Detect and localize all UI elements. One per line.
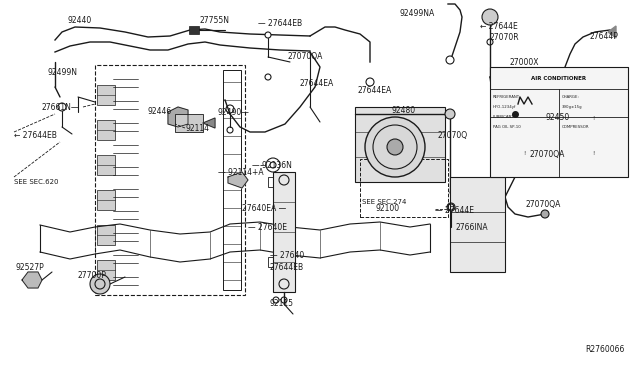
Bar [268,177,273,187]
Text: !: ! [523,151,525,155]
Text: 390g±15g: 390g±15g [562,105,582,109]
Bar [175,114,203,132]
Bar [95,65,245,295]
Text: 27644EA: 27644EA [358,86,392,94]
Polygon shape [203,118,215,128]
Text: — 92136N: — 92136N [252,160,292,170]
Circle shape [90,274,110,294]
Text: 2766lNA: 2766lNA [455,222,488,231]
Text: ← 27644EB: ← 27644EB [14,131,57,140]
Text: 92480: 92480 [392,106,416,115]
Circle shape [266,158,280,172]
Text: LUBRICANT:: LUBRICANT: [493,115,516,119]
Circle shape [446,56,454,64]
Circle shape [387,139,403,155]
Polygon shape [22,272,42,288]
Text: 27070QA: 27070QA [288,51,323,61]
Bar [450,177,505,272]
Text: HFO-1234yf: HFO-1234yf [493,105,516,109]
Text: PAG OIL SP-10: PAG OIL SP-10 [493,125,521,129]
Text: 27640EA —: 27640EA — [242,203,286,212]
Text: 27661N—: 27661N— [42,103,79,112]
Circle shape [365,117,425,177]
Polygon shape [608,26,616,38]
Text: 92115: 92115 [270,299,294,308]
Bar [268,257,273,267]
Bar [490,67,628,89]
Text: 92440: 92440 [68,16,92,25]
Text: 27070QA: 27070QA [530,150,565,158]
Bar [223,70,241,290]
Text: 27700P: 27700P [78,272,107,280]
Bar [355,107,445,182]
Bar [189,26,199,34]
Text: 92100: 92100 [375,203,399,212]
Text: !: ! [592,115,594,121]
Text: 27070Q: 27070Q [438,131,468,140]
Text: 27644EB: 27644EB [270,263,304,272]
Bar [97,85,115,105]
Circle shape [541,210,549,218]
Text: 27000X: 27000X [510,58,540,67]
Text: 92527P: 92527P [16,263,45,273]
Text: REFRIGERANT:: REFRIGERANT: [493,95,521,99]
Text: — 27644E: — 27644E [435,205,474,215]
Text: — 27640E: — 27640E [248,222,287,231]
Bar [97,260,115,280]
Text: — 27644EB: — 27644EB [258,19,302,28]
Text: SEE SEC.274: SEE SEC.274 [362,199,406,205]
Text: 92446: 92446 [148,106,172,115]
Text: 27070QA: 27070QA [525,199,561,208]
Bar [490,67,628,177]
Text: 92499N: 92499N [48,67,78,77]
Text: — 27640: — 27640 [270,251,304,260]
Text: R2760066: R2760066 [586,346,625,355]
Bar [97,155,115,175]
Text: SEE SEC.620: SEE SEC.620 [14,179,58,185]
Polygon shape [168,107,188,127]
Text: !: ! [592,151,594,155]
Polygon shape [228,172,248,188]
Text: CHARGE:: CHARGE: [562,95,580,99]
Text: 27755N: 27755N [200,16,230,25]
Text: 92114: 92114 [186,124,210,132]
Bar [97,225,115,245]
Bar [273,172,295,292]
Text: — 92114+A: — 92114+A [218,167,264,176]
Circle shape [265,32,271,38]
Text: 92490—: 92490— [218,108,250,116]
Text: 92499NA: 92499NA [400,9,435,17]
Text: 27070R: 27070R [490,32,520,42]
Text: COMPRESSOR: COMPRESSOR [562,125,589,129]
Bar [360,159,448,217]
Text: AIR CONDITIONER: AIR CONDITIONER [531,76,587,80]
Bar [97,120,115,140]
Circle shape [482,9,498,25]
Bar [97,190,115,210]
Text: ← 27644E: ← 27644E [480,22,518,31]
Text: 92450: 92450 [545,112,569,122]
Circle shape [445,109,455,119]
Text: 27644P: 27644P [590,32,619,41]
Text: 27644EA: 27644EA [300,78,334,87]
